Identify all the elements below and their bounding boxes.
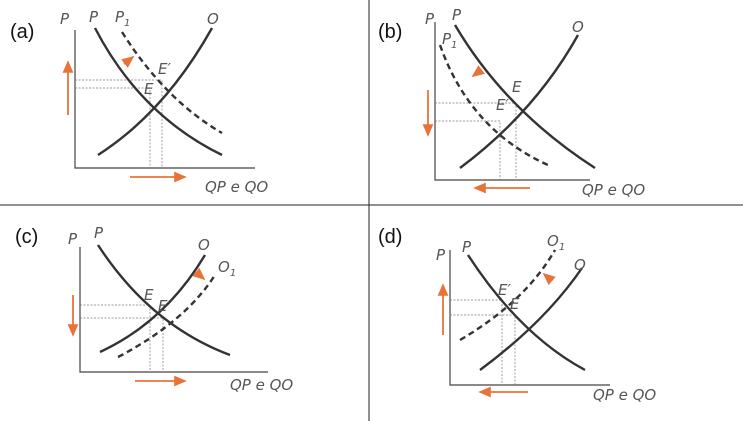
panel: (b) P P P1 O E E′ QP e QO	[378, 6, 645, 199]
panel-label: (a)	[10, 21, 34, 43]
curve-label: P	[452, 6, 462, 24]
x-axis-label: QP e QO	[582, 181, 645, 199]
point-label: E′	[158, 297, 171, 315]
curve-label: O	[574, 256, 586, 274]
guide	[450, 299, 516, 385]
curve	[466, 254, 586, 372]
curve-label: P1	[442, 30, 457, 51]
arrow	[121, 55, 135, 68]
curve-label: P	[462, 238, 472, 256]
x-axis-label: QP e QO	[593, 386, 656, 404]
point-label: E	[144, 80, 154, 98]
point-label: E′	[158, 60, 171, 78]
guide	[75, 79, 163, 168]
axes	[449, 250, 610, 386]
curve-label: P	[89, 8, 99, 26]
curve	[453, 24, 596, 170]
point-label: E′	[498, 281, 511, 299]
curve	[438, 44, 549, 167]
guide	[80, 304, 164, 372]
panel-label: (b)	[378, 21, 402, 43]
axes	[79, 247, 268, 373]
axis-label: P	[436, 246, 446, 264]
curve	[117, 274, 217, 359]
panel: (a) P P P1 O E E′ QP e QO	[10, 8, 268, 196]
x-axis-label: QP e QO	[230, 376, 293, 394]
curve-label: O	[572, 18, 584, 36]
point-label: E	[144, 286, 154, 304]
panel-label: (c)	[15, 226, 38, 248]
curve	[120, 31, 223, 135]
panel: (d) P P O1 O E′ E QP e QO	[378, 226, 656, 404]
panel-label: (d)	[378, 226, 402, 248]
axes	[434, 22, 590, 181]
curve-label: P	[94, 224, 104, 242]
axis-label: P	[68, 230, 78, 248]
arrow	[471, 65, 485, 78]
curve	[459, 34, 580, 169]
axes	[74, 30, 255, 169]
point-label: E′	[496, 96, 509, 114]
curve-label: P1	[115, 8, 130, 29]
axis-label: P	[425, 10, 435, 28]
curve	[96, 244, 231, 357]
curve-label: O	[198, 236, 210, 254]
curve	[93, 27, 223, 157]
panel: (c) P P O O1 E E′ QP e QO	[15, 224, 293, 394]
curve-label: O1	[218, 258, 236, 279]
curve-label: O	[207, 10, 219, 28]
point-label: E	[510, 295, 520, 313]
curve	[97, 27, 214, 157]
point-label: E	[512, 78, 522, 96]
x-axis-label: QP e QO	[205, 178, 268, 196]
arrow	[542, 272, 556, 286]
curve-label: O1	[547, 232, 565, 253]
axis-label: P	[60, 10, 70, 28]
curve	[459, 249, 557, 342]
curve	[479, 267, 583, 371]
arrow	[192, 267, 206, 281]
guide	[435, 102, 517, 180]
